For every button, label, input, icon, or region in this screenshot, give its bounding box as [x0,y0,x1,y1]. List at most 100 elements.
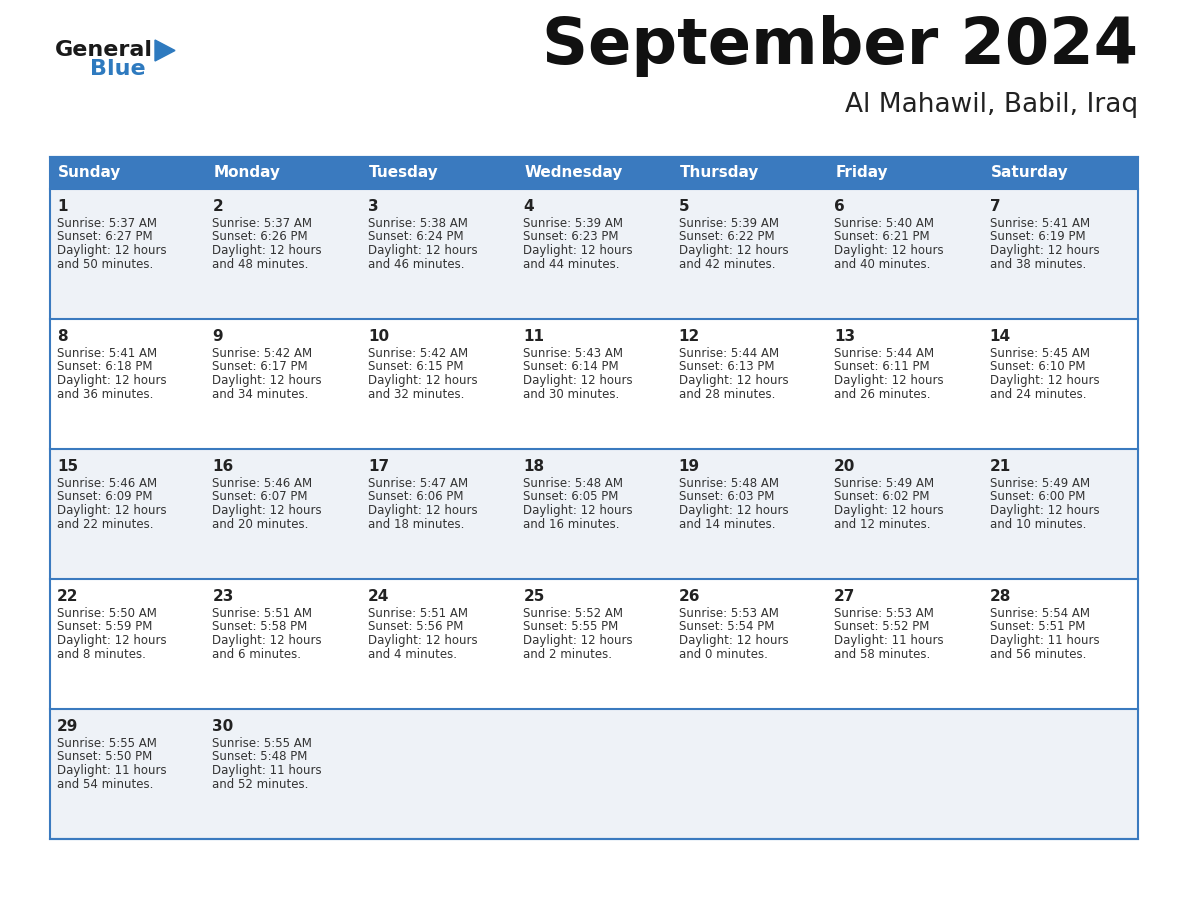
Text: Sunset: 6:18 PM: Sunset: 6:18 PM [57,361,152,374]
Text: Sunset: 5:58 PM: Sunset: 5:58 PM [213,621,308,633]
Text: and 12 minutes.: and 12 minutes. [834,518,930,531]
Text: Sunset: 6:14 PM: Sunset: 6:14 PM [523,361,619,374]
FancyBboxPatch shape [50,709,1138,839]
Text: Sunrise: 5:46 AM: Sunrise: 5:46 AM [213,477,312,490]
Text: and 56 minutes.: and 56 minutes. [990,647,1086,660]
Text: 29: 29 [57,719,78,734]
Text: 1: 1 [57,199,68,214]
Text: and 36 minutes.: and 36 minutes. [57,387,153,400]
Text: Sunset: 5:59 PM: Sunset: 5:59 PM [57,621,152,633]
Text: Sunset: 6:26 PM: Sunset: 6:26 PM [213,230,308,243]
Text: Sunset: 6:13 PM: Sunset: 6:13 PM [678,361,775,374]
Text: and 24 minutes.: and 24 minutes. [990,387,1086,400]
Text: Sunrise: 5:39 AM: Sunrise: 5:39 AM [678,217,778,230]
Text: Sunset: 6:27 PM: Sunset: 6:27 PM [57,230,152,243]
Text: Sunrise: 5:54 AM: Sunrise: 5:54 AM [990,607,1089,620]
Text: Daylight: 12 hours: Daylight: 12 hours [523,374,633,387]
Text: Sunrise: 5:55 AM: Sunrise: 5:55 AM [57,737,157,750]
Text: 28: 28 [990,589,1011,604]
Text: 25: 25 [523,589,544,604]
Text: Sunset: 6:17 PM: Sunset: 6:17 PM [213,361,308,374]
Text: Daylight: 12 hours: Daylight: 12 hours [990,374,1099,387]
Text: 30: 30 [213,719,234,734]
Text: Daylight: 12 hours: Daylight: 12 hours [678,504,789,517]
Text: and 32 minutes.: and 32 minutes. [368,387,465,400]
Text: Sunday: Sunday [58,165,121,181]
Text: Daylight: 12 hours: Daylight: 12 hours [57,504,166,517]
Text: Sunset: 5:48 PM: Sunset: 5:48 PM [213,751,308,764]
Text: Daylight: 12 hours: Daylight: 12 hours [368,504,478,517]
Text: Sunrise: 5:48 AM: Sunrise: 5:48 AM [678,477,778,490]
Text: Sunrise: 5:50 AM: Sunrise: 5:50 AM [57,607,157,620]
Text: Sunrise: 5:55 AM: Sunrise: 5:55 AM [213,737,312,750]
Text: Daylight: 12 hours: Daylight: 12 hours [213,634,322,647]
Text: Daylight: 12 hours: Daylight: 12 hours [213,504,322,517]
Text: and 44 minutes.: and 44 minutes. [523,258,620,271]
Text: Sunrise: 5:48 AM: Sunrise: 5:48 AM [523,477,624,490]
Text: Sunset: 5:54 PM: Sunset: 5:54 PM [678,621,775,633]
Text: Daylight: 12 hours: Daylight: 12 hours [57,244,166,257]
Text: Tuesday: Tuesday [368,165,438,181]
Text: 9: 9 [213,329,223,344]
Text: Daylight: 12 hours: Daylight: 12 hours [834,504,943,517]
Text: Sunrise: 5:43 AM: Sunrise: 5:43 AM [523,347,624,360]
Text: Sunset: 6:07 PM: Sunset: 6:07 PM [213,490,308,503]
Text: and 40 minutes.: and 40 minutes. [834,258,930,271]
Text: Wednesday: Wednesday [524,165,623,181]
Text: Sunset: 6:03 PM: Sunset: 6:03 PM [678,490,775,503]
Text: and 22 minutes.: and 22 minutes. [57,518,153,531]
Text: Daylight: 12 hours: Daylight: 12 hours [834,244,943,257]
Text: 13: 13 [834,329,855,344]
Text: Sunset: 5:52 PM: Sunset: 5:52 PM [834,621,929,633]
Text: and 48 minutes.: and 48 minutes. [213,258,309,271]
Text: Daylight: 12 hours: Daylight: 12 hours [678,244,789,257]
Text: Daylight: 12 hours: Daylight: 12 hours [523,634,633,647]
Text: Sunrise: 5:42 AM: Sunrise: 5:42 AM [213,347,312,360]
Text: 7: 7 [990,199,1000,214]
Text: Sunset: 6:19 PM: Sunset: 6:19 PM [990,230,1085,243]
Text: 12: 12 [678,329,700,344]
Text: 22: 22 [57,589,78,604]
Text: 18: 18 [523,459,544,474]
Text: Sunrise: 5:51 AM: Sunrise: 5:51 AM [213,607,312,620]
Text: Daylight: 12 hours: Daylight: 12 hours [57,374,166,387]
Text: 8: 8 [57,329,68,344]
Text: Al Mahawil, Babil, Iraq: Al Mahawil, Babil, Iraq [845,92,1138,118]
Text: Sunrise: 5:37 AM: Sunrise: 5:37 AM [213,217,312,230]
Text: and 10 minutes.: and 10 minutes. [990,518,1086,531]
Text: 2: 2 [213,199,223,214]
Text: and 38 minutes.: and 38 minutes. [990,258,1086,271]
Text: Sunset: 5:50 PM: Sunset: 5:50 PM [57,751,152,764]
Text: Daylight: 11 hours: Daylight: 11 hours [834,634,943,647]
Text: 20: 20 [834,459,855,474]
Text: Sunset: 6:24 PM: Sunset: 6:24 PM [368,230,463,243]
Text: Sunrise: 5:49 AM: Sunrise: 5:49 AM [990,477,1089,490]
Text: and 6 minutes.: and 6 minutes. [213,647,302,660]
Text: Blue: Blue [90,59,146,79]
Text: and 8 minutes.: and 8 minutes. [57,647,146,660]
Text: Sunrise: 5:45 AM: Sunrise: 5:45 AM [990,347,1089,360]
Text: 26: 26 [678,589,700,604]
Text: and 16 minutes.: and 16 minutes. [523,518,620,531]
FancyBboxPatch shape [50,449,1138,579]
Text: Sunset: 5:51 PM: Sunset: 5:51 PM [990,621,1085,633]
Text: September 2024: September 2024 [542,15,1138,77]
Text: Sunset: 6:10 PM: Sunset: 6:10 PM [990,361,1085,374]
Text: and 18 minutes.: and 18 minutes. [368,518,465,531]
Text: Daylight: 12 hours: Daylight: 12 hours [213,244,322,257]
Text: Sunrise: 5:49 AM: Sunrise: 5:49 AM [834,477,934,490]
Text: Daylight: 12 hours: Daylight: 12 hours [523,244,633,257]
Text: and 46 minutes.: and 46 minutes. [368,258,465,271]
Text: Sunrise: 5:38 AM: Sunrise: 5:38 AM [368,217,468,230]
Text: Monday: Monday [214,165,280,181]
Text: 24: 24 [368,589,390,604]
Text: and 30 minutes.: and 30 minutes. [523,387,619,400]
Text: Sunset: 6:23 PM: Sunset: 6:23 PM [523,230,619,243]
Polygon shape [154,40,175,61]
Text: Sunset: 6:06 PM: Sunset: 6:06 PM [368,490,463,503]
Text: Daylight: 12 hours: Daylight: 12 hours [990,244,1099,257]
Text: Daylight: 12 hours: Daylight: 12 hours [678,374,789,387]
Text: 10: 10 [368,329,388,344]
Text: Sunrise: 5:39 AM: Sunrise: 5:39 AM [523,217,624,230]
Text: Sunrise: 5:37 AM: Sunrise: 5:37 AM [57,217,157,230]
